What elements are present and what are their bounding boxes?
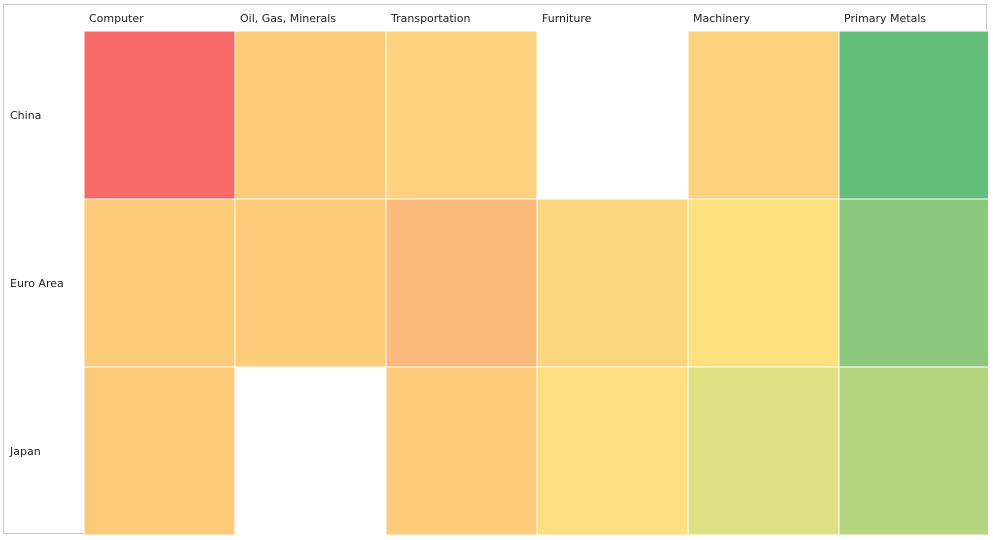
heatmap-cell-euro-area-machinery[interactable] xyxy=(687,198,840,368)
heatmap-cell-japan-oil-gas-minerals[interactable] xyxy=(234,366,387,535)
heatmap-cell-china-machinery[interactable] xyxy=(687,30,840,200)
heatmap-cell-euro-area-primary-metals[interactable] xyxy=(838,198,988,368)
column-label-furniture: Furniture xyxy=(542,12,592,25)
column-label-transportation: Transportation xyxy=(390,12,470,25)
row-label-japan: Japan xyxy=(9,445,41,458)
row-labels: China Euro Area Japan xyxy=(9,109,64,458)
heatmap-cells xyxy=(83,30,988,535)
heatmap-cell-china-transportation[interactable] xyxy=(385,30,538,200)
heatmap-cell-japan-computer[interactable] xyxy=(83,366,236,535)
heatmap-cell-japan-furniture[interactable] xyxy=(536,366,689,535)
heatmap-cell-euro-area-transportation[interactable] xyxy=(385,198,538,368)
heatmap-cell-china-computer[interactable] xyxy=(83,30,236,200)
column-label-oil-gas-minerals: Oil, Gas, Minerals xyxy=(240,12,336,25)
column-label-machinery: Machinery xyxy=(693,12,751,25)
column-label-primary-metals: Primary Metals xyxy=(844,12,926,25)
heatmap-cell-japan-machinery[interactable] xyxy=(687,366,840,535)
column-label-computer: Computer xyxy=(89,12,144,25)
heatmap-cell-euro-area-furniture[interactable] xyxy=(536,198,689,368)
heatmap-panel: Computer Oil, Gas, Minerals Transportation… xyxy=(3,4,988,535)
row-label-china: China xyxy=(10,109,41,122)
heatmap-chart: Computer Oil, Gas, Minerals Transportation… xyxy=(9,12,988,535)
heatmap-cell-china-oil-gas-minerals[interactable] xyxy=(234,30,387,200)
heatmap-cell-euro-area-oil-gas-minerals[interactable] xyxy=(234,198,387,368)
heatmap-cell-china-furniture[interactable] xyxy=(536,30,689,200)
heatmap-cell-euro-area-computer[interactable] xyxy=(83,198,236,368)
heatmap-cell-japan-primary-metals[interactable] xyxy=(838,366,988,535)
heatmap-cell-china-primary-metals[interactable] xyxy=(838,30,988,200)
column-labels: Computer Oil, Gas, Minerals Transportation… xyxy=(89,12,926,25)
row-label-euro-area: Euro Area xyxy=(10,277,64,290)
heatmap-cell-japan-transportation[interactable] xyxy=(385,366,538,535)
